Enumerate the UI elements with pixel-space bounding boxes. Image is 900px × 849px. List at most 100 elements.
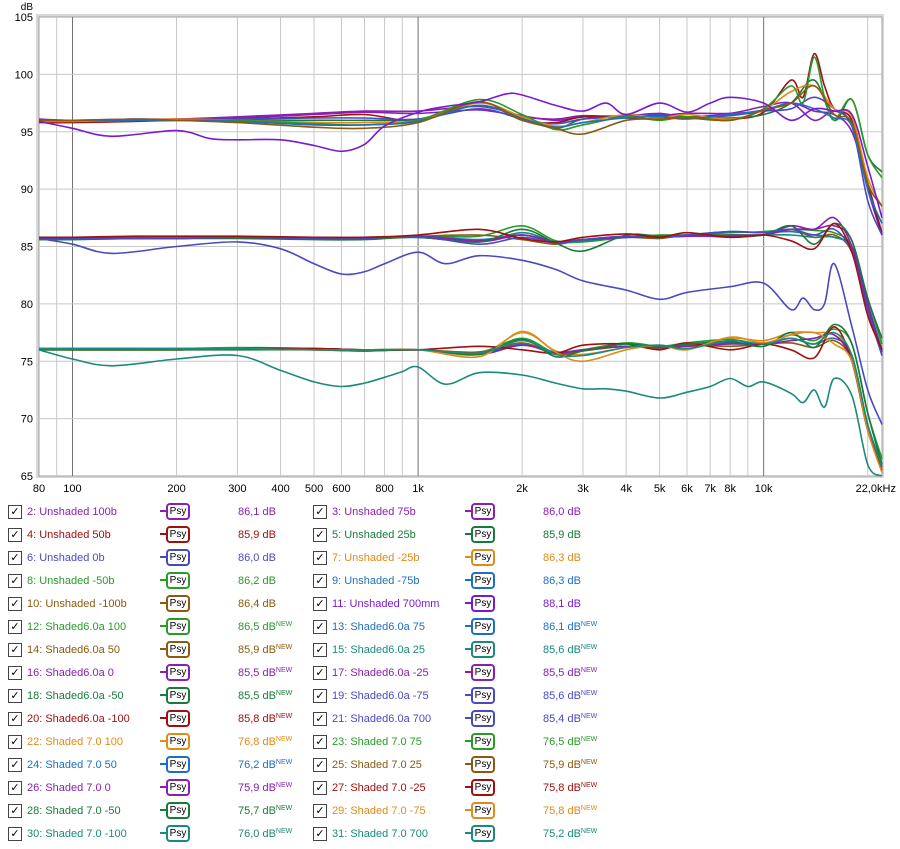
legend: ✓ 2: Unshaded 100b Psy 86,1 dB ✓ 3: Unshaded … bbox=[0, 500, 900, 848]
series-checkbox[interactable]: ✓ bbox=[8, 781, 22, 795]
series-checkbox[interactable]: ✓ bbox=[8, 804, 22, 818]
psy-smoothing-button[interactable]: Psy bbox=[160, 687, 190, 704]
series-checkbox[interactable]: ✓ bbox=[8, 666, 22, 680]
legend-entry: ✓ 15: Shaded6.0a 25 Psy 85,6 dBNEW bbox=[305, 641, 605, 665]
series-checkbox[interactable]: ✓ bbox=[8, 551, 22, 565]
series-level: 85,4 dBNEW bbox=[543, 713, 598, 725]
psy-smoothing-button[interactable]: Psy bbox=[160, 710, 190, 727]
psy-smoothing-button[interactable]: Psy bbox=[160, 733, 190, 750]
psy-smoothing-button[interactable]: Psy bbox=[160, 595, 190, 612]
psy-smoothing-button[interactable]: Psy bbox=[465, 687, 495, 704]
new-badge: NEW bbox=[275, 828, 293, 835]
series-checkbox[interactable]: ✓ bbox=[313, 643, 327, 657]
psy-label: Psy bbox=[166, 526, 190, 543]
psy-smoothing-button[interactable]: Psy bbox=[465, 526, 495, 543]
series-name: 12: Shaded6.0a 100 bbox=[27, 621, 127, 633]
series-level: 86,0 dB bbox=[238, 552, 276, 564]
series-name: 20: Shaded6.0a -100 bbox=[27, 713, 130, 725]
series-checkbox[interactable]: ✓ bbox=[313, 505, 327, 519]
series-checkbox[interactable]: ✓ bbox=[313, 666, 327, 680]
series-name: 28: Shaded 7.0 -50 bbox=[27, 805, 121, 817]
series-checkbox[interactable]: ✓ bbox=[8, 758, 22, 772]
series-checkbox[interactable]: ✓ bbox=[313, 735, 327, 749]
psy-smoothing-button[interactable]: Psy bbox=[465, 503, 495, 520]
series-checkbox[interactable]: ✓ bbox=[313, 781, 327, 795]
psy-smoothing-button[interactable]: Psy bbox=[160, 526, 190, 543]
series-checkbox[interactable]: ✓ bbox=[8, 528, 22, 542]
psy-smoothing-button[interactable]: Psy bbox=[465, 802, 495, 819]
legend-entry: ✓ 6: Unshaded 0b Psy 86,0 dB bbox=[0, 549, 300, 573]
series-checkbox[interactable]: ✓ bbox=[8, 827, 22, 841]
series-checkbox[interactable]: ✓ bbox=[8, 574, 22, 588]
psy-smoothing-button[interactable]: Psy bbox=[160, 572, 190, 589]
series-checkbox[interactable]: ✓ bbox=[8, 689, 22, 703]
series-name: 5: Unshaded 25b bbox=[332, 529, 416, 541]
series-checkbox[interactable]: ✓ bbox=[8, 643, 22, 657]
psy-smoothing-button[interactable]: Psy bbox=[465, 572, 495, 589]
legend-entry: ✓ 23: Shaded 7.0 75 Psy 76,5 dBNEW bbox=[305, 733, 605, 757]
psy-label: Psy bbox=[471, 549, 495, 566]
psy-label: Psy bbox=[471, 756, 495, 773]
series-checkbox[interactable]: ✓ bbox=[313, 712, 327, 726]
x-tick-label: 6k bbox=[681, 483, 693, 495]
legend-entry: ✓ 19: Shaded6.0a -75 Psy 85,6 dBNEW bbox=[305, 687, 605, 711]
series-name: 2: Unshaded 100b bbox=[27, 506, 117, 518]
new-badge: NEW bbox=[580, 805, 598, 812]
series-checkbox[interactable]: ✓ bbox=[8, 505, 22, 519]
legend-entry: ✓ 30: Shaded 7.0 -100 Psy 76,0 dBNEW bbox=[0, 825, 300, 849]
psy-smoothing-button[interactable]: Psy bbox=[465, 710, 495, 727]
legend-entry: ✓ 31: Shaded 7.0 700 Psy 75,2 dBNEW bbox=[305, 825, 605, 849]
psy-smoothing-button[interactable]: Psy bbox=[160, 618, 190, 635]
psy-smoothing-button[interactable]: Psy bbox=[160, 779, 190, 796]
psy-smoothing-button[interactable]: Psy bbox=[465, 549, 495, 566]
psy-smoothing-button[interactable]: Psy bbox=[465, 825, 495, 842]
psy-smoothing-button[interactable]: Psy bbox=[465, 618, 495, 635]
series-checkbox[interactable]: ✓ bbox=[313, 804, 327, 818]
series-checkbox[interactable]: ✓ bbox=[8, 712, 22, 726]
psy-label: Psy bbox=[166, 572, 190, 589]
psy-smoothing-button[interactable]: Psy bbox=[465, 595, 495, 612]
series-checkbox[interactable]: ✓ bbox=[313, 758, 327, 772]
series-checkbox[interactable]: ✓ bbox=[8, 735, 22, 749]
series-checkbox[interactable]: ✓ bbox=[313, 689, 327, 703]
x-tick-label: 22,0kHz bbox=[856, 483, 896, 495]
series-level: 85,6 dBNEW bbox=[543, 644, 598, 656]
new-badge: NEW bbox=[275, 621, 293, 628]
grid bbox=[39, 17, 882, 476]
psy-smoothing-button[interactable]: Psy bbox=[160, 503, 190, 520]
psy-smoothing-button[interactable]: Psy bbox=[160, 802, 190, 819]
psy-smoothing-button[interactable]: Psy bbox=[160, 756, 190, 773]
series-level: 75,7 dBNEW bbox=[238, 805, 293, 817]
series-checkbox[interactable]: ✓ bbox=[313, 528, 327, 542]
series-checkbox[interactable]: ✓ bbox=[8, 620, 22, 634]
x-tick-label: 5k bbox=[654, 483, 666, 495]
new-badge: NEW bbox=[580, 828, 598, 835]
series-level: 86,4 dB bbox=[238, 598, 276, 610]
psy-label: Psy bbox=[471, 802, 495, 819]
y-tick-label: 100 bbox=[15, 69, 33, 81]
psy-smoothing-button[interactable]: Psy bbox=[465, 756, 495, 773]
psy-smoothing-button[interactable]: Psy bbox=[465, 779, 495, 796]
new-badge: NEW bbox=[580, 713, 598, 720]
psy-smoothing-button[interactable]: Psy bbox=[160, 825, 190, 842]
new-badge: NEW bbox=[275, 782, 293, 789]
psy-label: Psy bbox=[166, 641, 190, 658]
psy-smoothing-button[interactable]: Psy bbox=[160, 641, 190, 658]
series-checkbox[interactable]: ✓ bbox=[313, 574, 327, 588]
series-checkbox[interactable]: ✓ bbox=[313, 597, 327, 611]
psy-smoothing-button[interactable]: Psy bbox=[465, 641, 495, 658]
legend-entry: ✓ 12: Shaded6.0a 100 Psy 86,5 dBNEW bbox=[0, 618, 300, 642]
legend-entry: ✓ 28: Shaded 7.0 -50 Psy 75,7 dBNEW bbox=[0, 802, 300, 826]
series-checkbox[interactable]: ✓ bbox=[313, 551, 327, 565]
new-badge: NEW bbox=[275, 805, 293, 812]
psy-smoothing-button[interactable]: Psy bbox=[160, 664, 190, 681]
series-checkbox[interactable]: ✓ bbox=[8, 597, 22, 611]
psy-smoothing-button[interactable]: Psy bbox=[465, 664, 495, 681]
series-checkbox[interactable]: ✓ bbox=[313, 827, 327, 841]
series-checkbox[interactable]: ✓ bbox=[313, 620, 327, 634]
series-level: 85,8 dBNEW bbox=[238, 713, 293, 725]
x-tick-label: 2k bbox=[516, 483, 528, 495]
psy-smoothing-button[interactable]: Psy bbox=[160, 549, 190, 566]
series-level: 75,9 dBNEW bbox=[543, 759, 598, 771]
psy-smoothing-button[interactable]: Psy bbox=[465, 733, 495, 750]
